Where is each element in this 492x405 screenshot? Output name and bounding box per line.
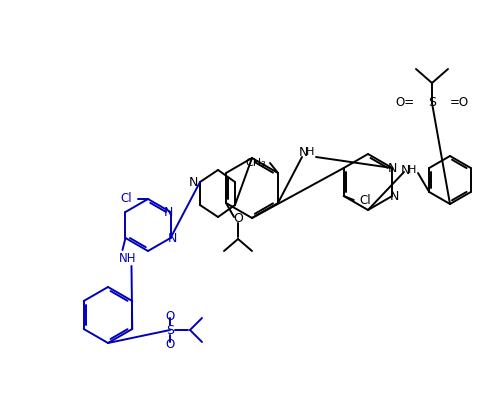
- Text: N: N: [188, 175, 198, 188]
- Text: N: N: [298, 145, 308, 158]
- Text: H: H: [306, 147, 314, 157]
- Text: CH₃: CH₃: [245, 158, 266, 168]
- Text: O: O: [233, 213, 243, 226]
- Text: N: N: [388, 162, 397, 175]
- Text: O=: O=: [395, 96, 414, 109]
- Text: N: N: [164, 205, 173, 219]
- Text: S: S: [428, 96, 436, 109]
- Text: N: N: [168, 232, 177, 245]
- Text: S: S: [166, 324, 174, 337]
- Text: O: O: [165, 309, 175, 322]
- Text: Cl: Cl: [121, 192, 132, 205]
- Text: Cl: Cl: [360, 194, 371, 207]
- Text: O: O: [165, 337, 175, 350]
- Text: H: H: [408, 165, 416, 175]
- Text: NH: NH: [119, 252, 136, 264]
- Text: N: N: [400, 164, 410, 177]
- Text: =O: =O: [450, 96, 469, 109]
- Text: N: N: [390, 190, 399, 202]
